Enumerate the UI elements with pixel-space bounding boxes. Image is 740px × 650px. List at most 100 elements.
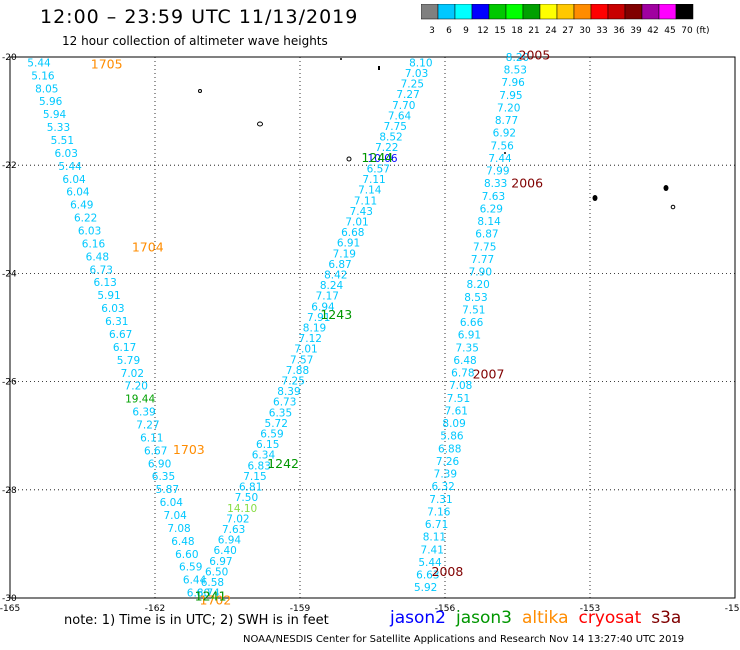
wave-height-label: 7.31 [429, 494, 452, 506]
island [340, 58, 342, 60]
wave-height-label: 6.67 [109, 329, 132, 341]
wave-height-label: 7.25 [401, 79, 424, 91]
footer-credit: NOAA/NESDIS Center for Satellite Applica… [243, 634, 685, 645]
colorbar-label: 3 [429, 26, 435, 36]
wave-height-label: 19.44 [125, 394, 155, 406]
wave-height-label: 8.11 [423, 532, 446, 544]
wave-height-label: 6.49 [70, 200, 93, 212]
wave-height-label: 5.79 [117, 355, 140, 367]
colorbar-label: 39 [630, 26, 642, 36]
wave-height-label: 6.91 [458, 330, 481, 342]
wave-height-label: 5.87 [156, 484, 179, 496]
wave-height-label: 6.04 [66, 187, 90, 199]
wave-height-label: 7.02 [226, 513, 249, 525]
wave-height-label: 6.92 [493, 128, 516, 140]
pass-time-labels: 1705 1704 1703 1702 1244 1243 1242 1241 2005 2006… [91, 47, 551, 607]
page-title: 12:00 – 23:59 UTC 11/13/2019 [40, 6, 359, 28]
wave-height-label: 7.16 [427, 506, 451, 518]
wave-height-label: 5.51 [51, 135, 74, 147]
wave-height-label: 7.11 [362, 174, 385, 186]
wave-height-label: 6.35 [152, 471, 175, 483]
wave-height-label: 7.56 [490, 140, 514, 152]
wave-height-label: 7.44 [488, 153, 512, 165]
map-frame [9, 56, 736, 599]
wave-height-label: 6.48 [171, 536, 194, 548]
island [504, 152, 506, 154]
wave-height-label: 6.44 [183, 575, 207, 587]
colorbar-label: 12 [477, 26, 488, 36]
wave-height-label: 7.27 [136, 419, 159, 431]
wave-height-label: 8.20 [506, 52, 529, 64]
wave-height-label: 6.04 [62, 174, 86, 186]
wave-height-label: 7.51 [462, 304, 485, 316]
wave-height-label: 7.01 [345, 216, 368, 228]
wave-height-label: 7.91 [307, 312, 330, 324]
pass-time-label: 2006 [511, 176, 543, 191]
wave-height-label: 7.43 [350, 206, 373, 218]
wave-height-label: 6.34 [252, 450, 276, 462]
wave-height-label: 6.88 [438, 443, 461, 455]
wave-height-label: 10.06 [368, 153, 398, 165]
colorbar-legend: 3 6 9 12 15 18 21 24 27 30 33 36 39 42 45 70 (ft) [421, 4, 710, 36]
island [257, 121, 263, 127]
pass-time-label: 1243 [320, 307, 352, 322]
wave-height-label: 6.40 [213, 545, 236, 557]
wave-height-label: 5.96 [39, 96, 63, 108]
colorbar-label: 45 [664, 26, 675, 36]
satellite-legend-item: cryosat [578, 608, 642, 628]
pass-time-label: 2008 [432, 564, 464, 579]
wave-height-label: 7.08 [167, 523, 190, 535]
island [592, 195, 598, 201]
colorbar-label: 21 [528, 26, 539, 36]
wave-height-label: 8.77 [495, 115, 518, 127]
wave-height-label: 6.59 [179, 562, 202, 574]
wave-height-label: 7.20 [497, 102, 520, 114]
wave-height-label: 5.92 [414, 582, 437, 594]
wave-height-label: 7.61 [445, 405, 468, 417]
wave-height-label: 7.95 [499, 90, 522, 102]
wave-height-label: 6.48 [86, 251, 109, 263]
wave-height-label: 6.13 [93, 277, 116, 289]
colorbar-label: 9 [463, 26, 469, 36]
colorbar-swatch [675, 4, 694, 20]
pass-time-label: 2005 [519, 47, 551, 62]
wave-height-label: 8.20 [466, 279, 489, 291]
wave-height-label: 5.86 [440, 431, 464, 443]
wave-height-label: 7.12 [299, 333, 322, 345]
wave-height-label: 6.74 [196, 588, 220, 600]
wave-height-label: 5.44 [27, 57, 51, 69]
wave-height-label: 6.83 [248, 460, 271, 472]
wave-height-label: 6.03 [101, 303, 124, 315]
wave-height-label: 7.20 [125, 381, 148, 393]
wave-height-label: 8.24 [320, 280, 344, 292]
wave-height-label: 7.01 [294, 344, 317, 356]
wave-height-label: 6.57 [367, 163, 390, 175]
page-subtitle: 12 hour collection of altimeter wave hei… [62, 34, 328, 48]
satellite-legend-item: s3a [651, 608, 682, 628]
colorbar-label: 27 [562, 26, 573, 36]
wave-height-label: 6.68 [341, 227, 364, 239]
pass-time-label: 1703 [173, 442, 205, 457]
wave-height-label: 7.75 [384, 121, 407, 133]
wave-height-label: 6.59 [260, 429, 283, 441]
wave-height-label: 7.64 [388, 110, 412, 122]
altimeter-tracks: 5.445.168.055.965.945.335.516.035.446.04… [27, 52, 529, 600]
lat-label: -28 [2, 486, 17, 496]
wave-height-label: 7.39 [434, 469, 457, 481]
wave-height-label: 7.75 [473, 241, 496, 253]
wave-height-label: 7.27 [396, 89, 419, 101]
track: 8.107.037.257.277.707.647.758.527.2210.0… [196, 57, 432, 599]
lon-label: -153 [580, 604, 600, 614]
wave-height-label: 6.73 [273, 397, 296, 409]
satellite-legend-item: jason2 [390, 608, 446, 628]
wave-height-label: 6.11 [140, 432, 163, 444]
wave-height-label: 7.90 [469, 267, 492, 279]
wave-height-label: 7.50 [235, 492, 258, 504]
pass-time-label: 1244 [361, 150, 393, 165]
wave-height-label: 6.63 [416, 570, 439, 582]
lat-label: -26 [2, 378, 17, 388]
island [670, 204, 676, 210]
wave-height-label: 6.03 [55, 148, 78, 160]
wave-height-label: 5.44 [58, 161, 82, 173]
wave-height-label: 7.70 [392, 100, 415, 112]
